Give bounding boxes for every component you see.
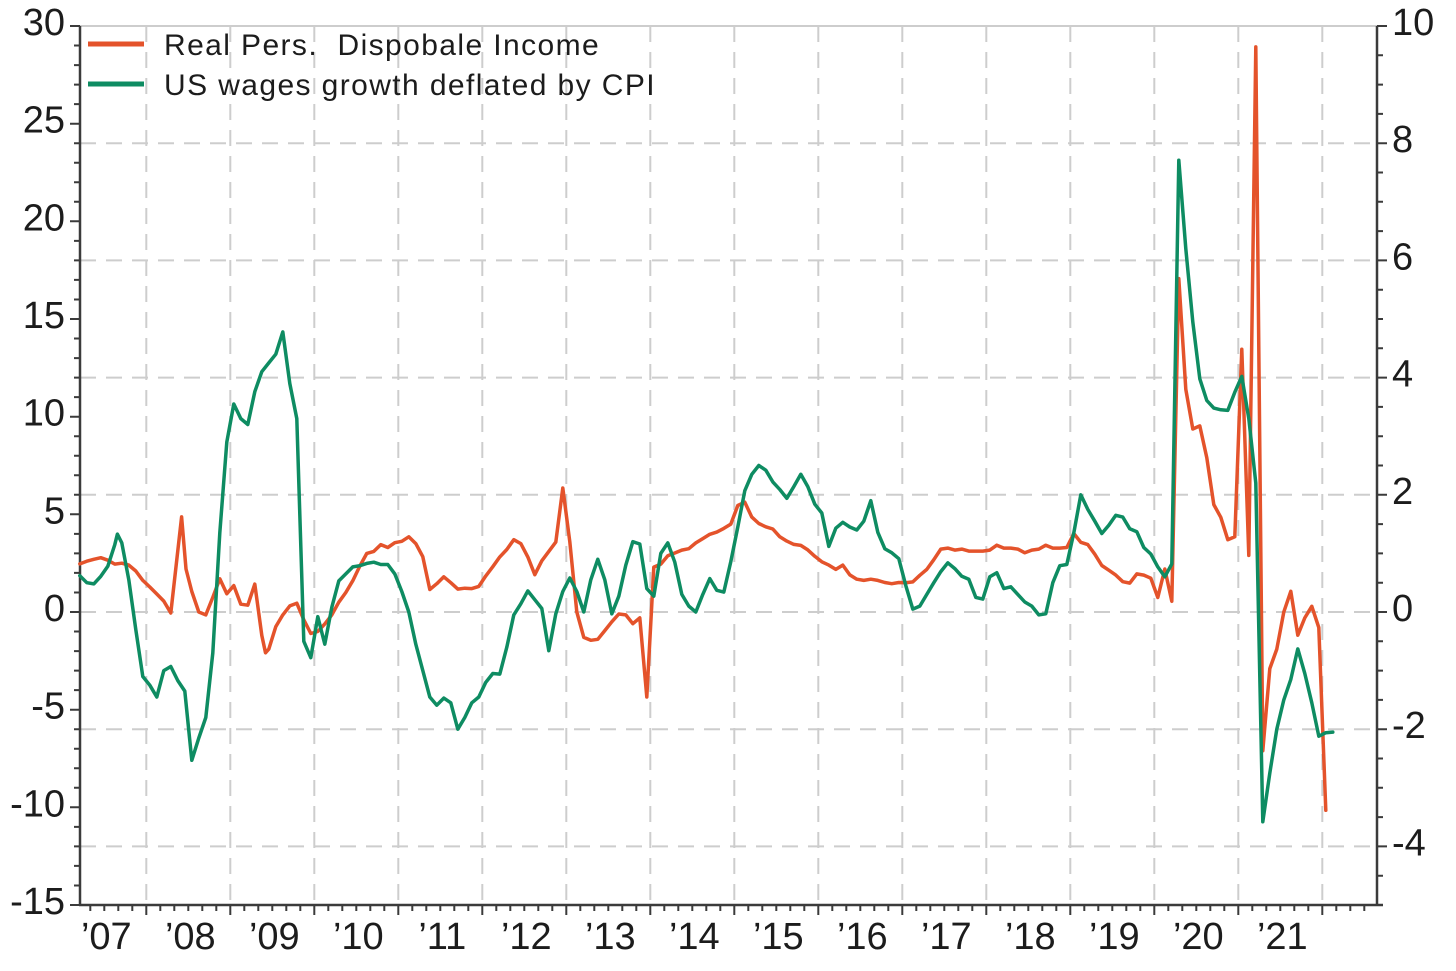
- svg-text:15: 15: [23, 295, 65, 337]
- svg-text:’17: ’17: [921, 916, 972, 958]
- svg-text:-2: -2: [1392, 705, 1426, 747]
- svg-text:4: 4: [1392, 354, 1413, 396]
- svg-text:’11: ’11: [418, 916, 466, 958]
- svg-text:-15: -15: [10, 881, 65, 923]
- svg-text:’07: ’07: [81, 916, 132, 958]
- svg-text:10: 10: [1392, 2, 1434, 44]
- svg-text:’13: ’13: [585, 916, 636, 958]
- svg-text:’15: ’15: [753, 916, 804, 958]
- svg-text:2: 2: [1392, 471, 1413, 513]
- svg-text:’20: ’20: [1173, 916, 1224, 958]
- svg-text:’08: ’08: [165, 916, 216, 958]
- svg-text:20: 20: [23, 197, 65, 239]
- svg-text:’09: ’09: [249, 916, 300, 958]
- svg-text:’19: ’19: [1089, 916, 1140, 958]
- svg-text:0: 0: [44, 588, 65, 630]
- svg-text:25: 25: [23, 100, 65, 142]
- svg-text:-5: -5: [31, 686, 65, 728]
- svg-text:5: 5: [44, 490, 65, 532]
- svg-text:US wages growth deflated by CP: US wages growth deflated by CPI: [164, 69, 656, 102]
- svg-text:10: 10: [23, 393, 65, 435]
- svg-text:-4: -4: [1392, 822, 1426, 864]
- svg-text:30: 30: [23, 2, 65, 44]
- svg-text:’12: ’12: [501, 916, 552, 958]
- svg-text:’14: ’14: [669, 916, 720, 958]
- svg-text:’10: ’10: [333, 916, 384, 958]
- svg-text:-10: -10: [10, 783, 65, 825]
- svg-text:’21: ’21: [1257, 916, 1308, 958]
- svg-text:’18: ’18: [1005, 916, 1056, 958]
- svg-text:8: 8: [1392, 119, 1413, 161]
- svg-text:Real Pers. Dispobale Income: Real Pers. Dispobale Income: [164, 29, 600, 62]
- svg-text:0: 0: [1392, 588, 1413, 630]
- svg-text:’16: ’16: [837, 916, 888, 958]
- svg-text:6: 6: [1392, 236, 1413, 278]
